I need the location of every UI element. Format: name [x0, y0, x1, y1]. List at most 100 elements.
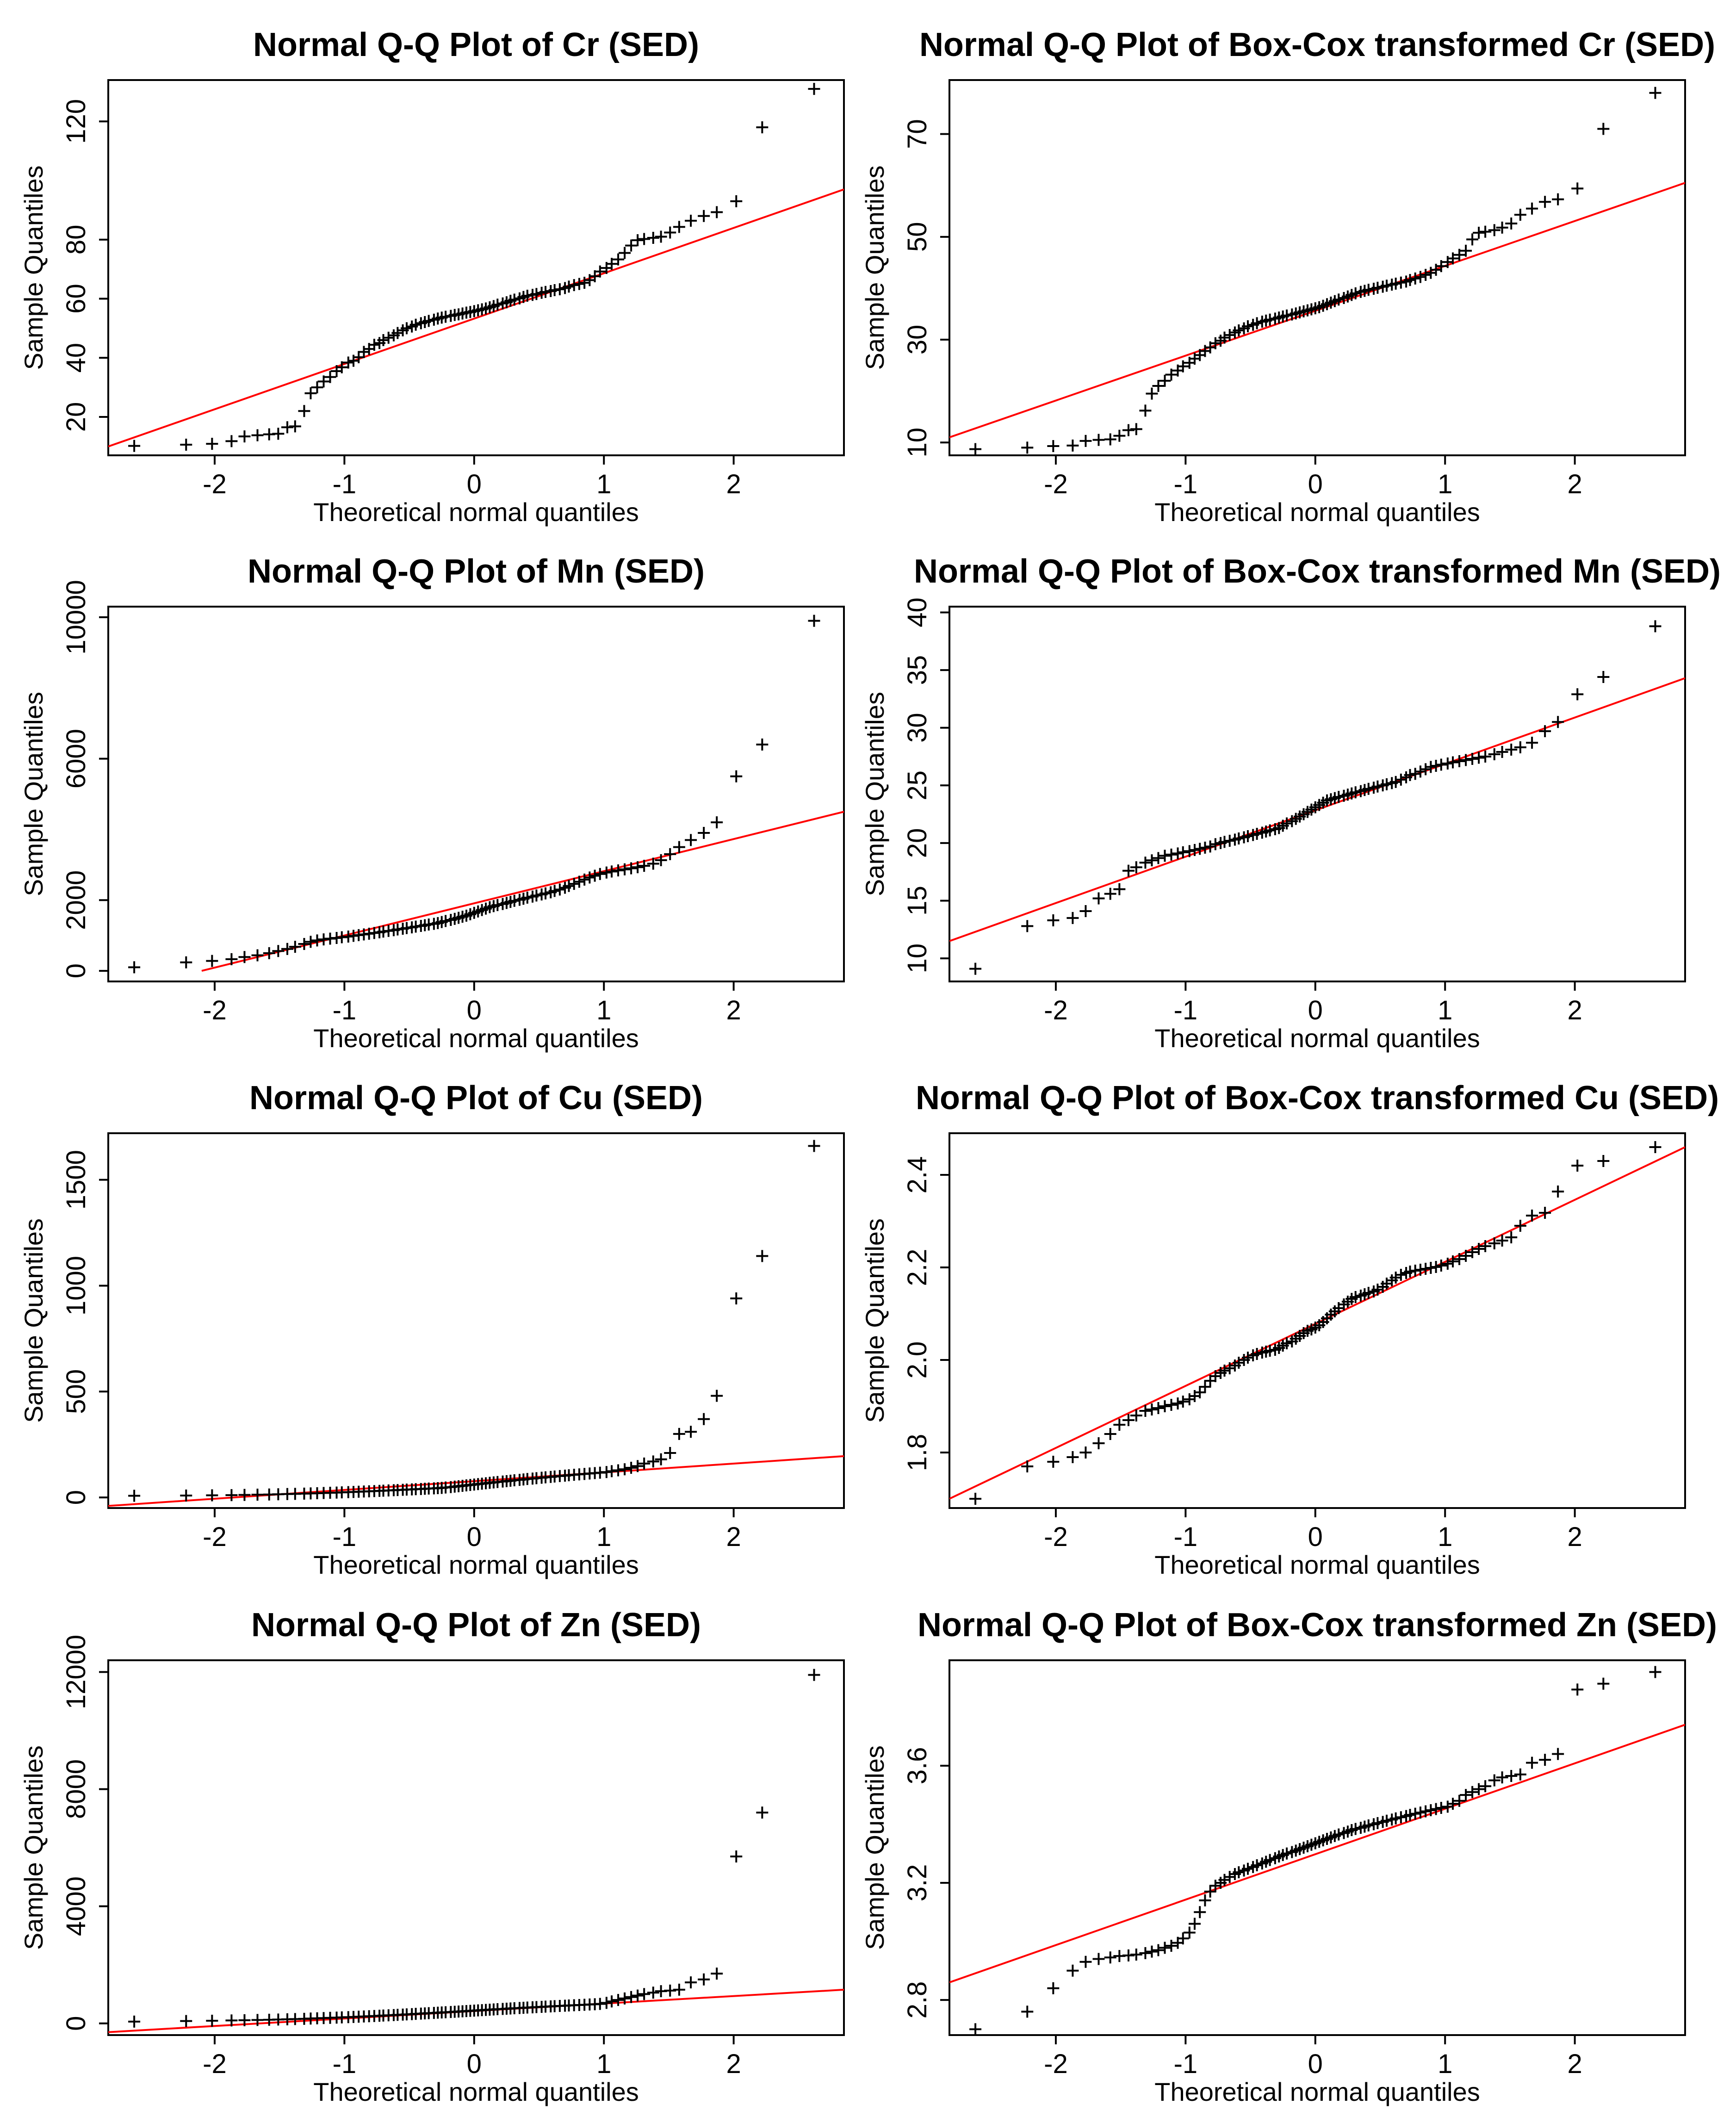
data-point: [612, 1994, 625, 2006]
x-tick-label: 0: [1308, 469, 1323, 499]
data-point: [1466, 752, 1479, 765]
data-point: [1047, 1456, 1060, 1468]
data-point: [1381, 778, 1393, 790]
x-tick-label: -1: [1174, 1522, 1198, 1552]
data-point: [594, 265, 606, 278]
data-point: [1021, 2005, 1034, 2018]
data-point: [225, 953, 238, 965]
data-point: [1539, 1754, 1551, 1766]
data-point: [263, 947, 275, 959]
data-point: [612, 864, 625, 877]
data-point: [1371, 1817, 1384, 1829]
y-tick-label: 12000: [61, 1635, 91, 1709]
data-point: [664, 848, 676, 860]
data-point: [1414, 271, 1426, 283]
data-point: [711, 206, 723, 218]
data-point: [1552, 716, 1564, 728]
y-axis-label: Sample Quantiles: [860, 1745, 889, 1950]
data-point: [1466, 1786, 1479, 1798]
plot-frame: [949, 79, 1686, 456]
data-point: [1430, 1803, 1442, 1815]
data-point: [358, 346, 370, 358]
y-axis-label: Sample Quantiles: [19, 692, 48, 896]
data-point: [1066, 1964, 1079, 1977]
data-point: [1479, 1780, 1492, 1793]
data-point: [1113, 1419, 1126, 1431]
qq-panel-1: Normal Q-Q Plot of Cr (SED) -2 -1 0 1 2 Theore…: [19, 26, 845, 527]
y-tick-label: 0: [61, 1490, 91, 1505]
data-point: [711, 816, 723, 829]
data-point: [1079, 1446, 1092, 1459]
data-point: [1172, 1397, 1184, 1409]
data-point: [1281, 1847, 1293, 1860]
data-point: [251, 2014, 264, 2026]
x-tick-label: -1: [333, 2049, 357, 2079]
data-point: [647, 857, 659, 870]
data-point: [1453, 248, 1466, 261]
y-axis-label: Sample Quantiles: [860, 692, 889, 896]
data-point: [180, 956, 192, 968]
data-point: [756, 739, 769, 751]
data-point: [1539, 725, 1551, 738]
data-point: [698, 1973, 710, 1986]
qq-panel-4: Normal Q-Q Plot of Box-Cox transformed M…: [860, 553, 1721, 1053]
data-point: [206, 2014, 218, 2027]
data-point: [756, 121, 769, 134]
data-point: [1539, 1207, 1551, 1219]
x-tick-label: 2: [1568, 1522, 1582, 1552]
y-tick-label: 70: [902, 119, 932, 149]
data-point: [568, 279, 580, 292]
data-point: [647, 1455, 659, 1468]
y-axis-label: Sample Quantiles: [860, 165, 889, 370]
plot-title: Normal Q-Q Plot of Zn (SED): [251, 1607, 701, 1644]
data-point: [1152, 380, 1165, 392]
data-point: [685, 214, 697, 227]
data-point: [206, 1489, 218, 1502]
data-point: [1447, 1255, 1459, 1267]
data-point: [664, 1447, 676, 1459]
data-point: [1460, 244, 1472, 257]
data-point: [1514, 1220, 1526, 1232]
data-point: [1159, 850, 1171, 862]
data-point: [1362, 1819, 1375, 1831]
data-point: [1159, 374, 1171, 387]
y-tick-label: 40: [61, 343, 91, 373]
data-point: [238, 430, 251, 443]
x-tick-label: 0: [467, 469, 482, 499]
data-point: [1113, 429, 1126, 442]
x-axis-label: Theoretical normal quantiles: [313, 1024, 639, 1053]
data-point: [1177, 846, 1189, 858]
qq-panel-8: Normal Q-Q Plot of Box-Cox transformed Z…: [860, 1607, 1717, 2106]
data-point: [969, 962, 982, 975]
data-point: [619, 1992, 631, 2005]
x-tick-label: 2: [726, 469, 741, 499]
data-point: [1597, 671, 1610, 683]
x-tick-label: -2: [203, 469, 227, 499]
data-point: [655, 230, 667, 243]
data-point: [632, 861, 644, 874]
y-tick-label: 40: [902, 597, 932, 627]
data-point: [1460, 1250, 1472, 1262]
data-point: [1526, 202, 1538, 215]
data-point: [128, 961, 141, 974]
data-point: [730, 1850, 743, 1862]
data-point: [619, 863, 631, 875]
data-point: [1165, 848, 1178, 861]
data-point: [1441, 1800, 1454, 1813]
y-tick-label: 20: [902, 828, 932, 858]
data-point: [1251, 827, 1263, 840]
data-point: [578, 873, 591, 886]
data-point: [730, 1292, 743, 1304]
data-point: [1209, 838, 1221, 850]
data-point: [553, 283, 566, 296]
y-tick-label: 3.6: [902, 1747, 932, 1784]
y-tick-label: 2.2: [902, 1249, 932, 1286]
data-point: [251, 949, 264, 962]
data-point: [128, 2015, 141, 2028]
data-point: [594, 1998, 606, 2010]
data-point: [1441, 1258, 1454, 1270]
x-axis-label: Theoretical normal quantiles: [313, 1550, 639, 1579]
data-point: [1223, 1871, 1236, 1883]
y-tick-label: 1.8: [902, 1434, 932, 1471]
data-point: [655, 1453, 667, 1465]
